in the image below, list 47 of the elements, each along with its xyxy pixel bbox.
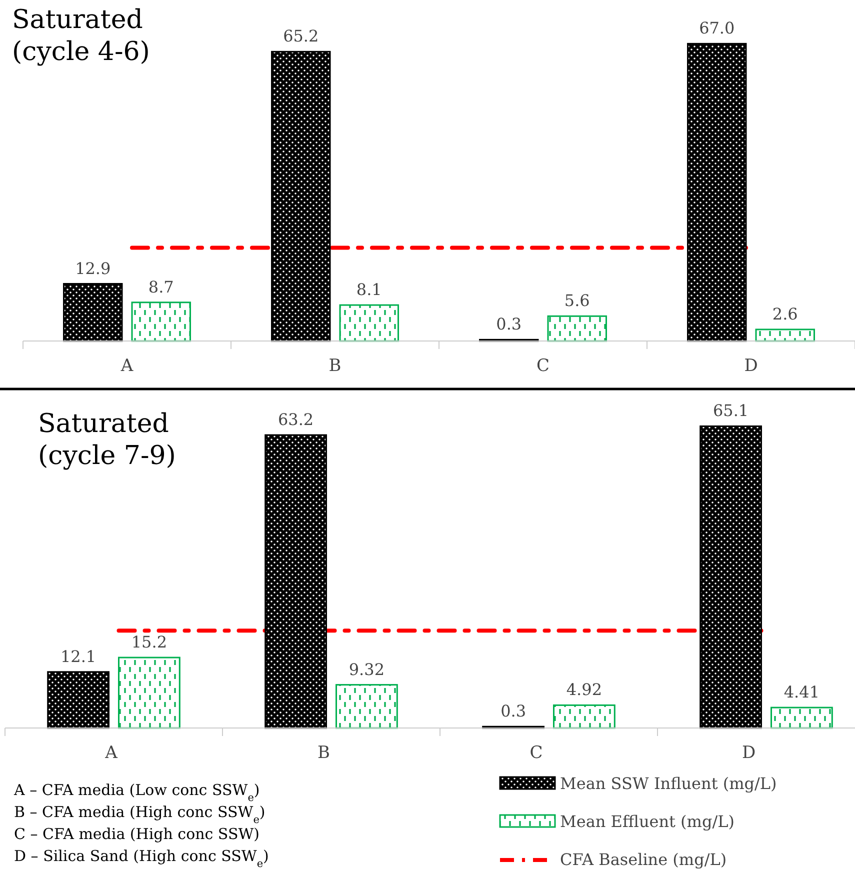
bar <box>547 315 607 342</box>
bar <box>755 328 815 342</box>
data-label: 8.1 <box>356 280 382 300</box>
x-tick-label: A <box>120 356 134 376</box>
text: C – CFA media (High conc SSW) <box>14 825 260 843</box>
x-tick-label: C <box>536 356 550 376</box>
legend-label: CFA Baseline (mg/L) <box>560 850 727 869</box>
legend-label: Mean Effluent (mg/L) <box>560 812 734 831</box>
data-label: 9.32 <box>348 660 385 679</box>
bar <box>339 304 399 342</box>
bar <box>131 302 191 342</box>
data-label: 15.2 <box>131 632 168 652</box>
data-label: 0.3 <box>500 702 526 721</box>
data-label: 67.0 <box>699 18 735 38</box>
bar <box>264 434 327 729</box>
text: B – CFA media (High conc SSW$_{e}$) <box>14 803 266 826</box>
text: A – CFA media (Low conc SSW$_{e}$) <box>13 781 260 804</box>
data-label: 65.1 <box>712 401 749 420</box>
chart-title: Saturated (cycle 4-6) <box>12 5 150 67</box>
legend-label: Mean SSW Influent (mg/L) <box>560 774 777 793</box>
text: D – Silica Sand (High conc SSW$_{e}$) <box>14 847 269 870</box>
x-tick-label: B <box>328 356 342 376</box>
x-tick-label: D <box>742 743 756 764</box>
bar <box>47 671 110 729</box>
data-label: 5.6 <box>564 291 590 310</box>
bar <box>271 50 331 342</box>
bar <box>63 283 123 342</box>
data-label: 0.3 <box>496 314 522 334</box>
bar <box>687 42 747 342</box>
x-tick-label: B <box>318 743 330 764</box>
data-label: 4.92 <box>566 680 602 700</box>
x-tick-label: A <box>104 743 118 764</box>
data-label: 12.9 <box>75 258 111 278</box>
data-label: 63.2 <box>278 410 314 430</box>
bar <box>700 425 762 729</box>
data-label: 8.7 <box>148 277 174 296</box>
data-label: 2.6 <box>772 304 798 324</box>
data-label: 65.2 <box>283 26 319 46</box>
bar <box>553 704 616 729</box>
data-label: 12.1 <box>60 646 96 666</box>
x-tick-label: D <box>744 356 758 376</box>
data-label: 4.41 <box>784 682 820 702</box>
bar <box>770 706 833 729</box>
bar <box>336 684 398 729</box>
x-tick-label: C <box>530 743 543 764</box>
bar <box>118 656 180 729</box>
chart-title: Saturated (cycle 7-9) <box>38 409 176 471</box>
